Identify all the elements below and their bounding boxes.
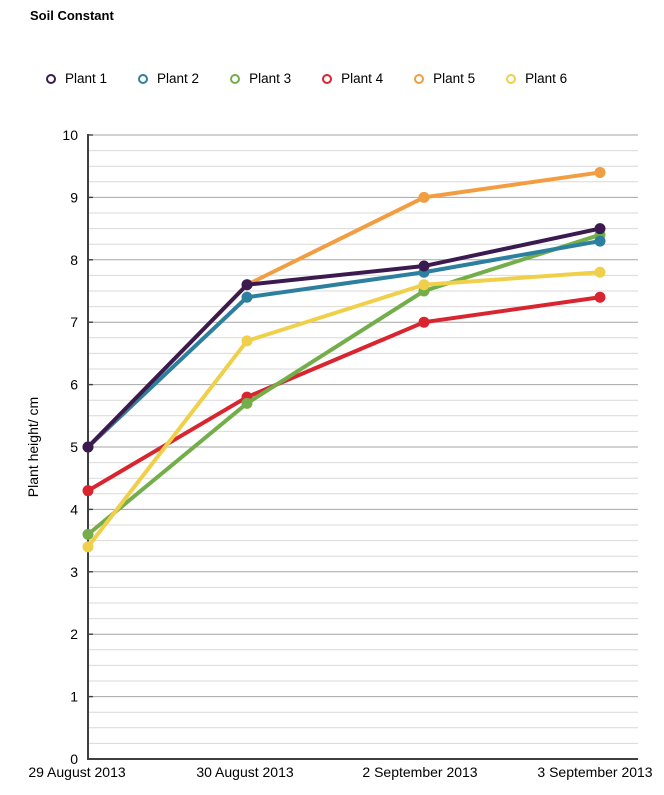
data-point-plant-1 — [418, 260, 430, 272]
data-point-plant-5 — [594, 166, 606, 178]
data-point-plant-3 — [241, 397, 253, 409]
legend-marker-icon — [322, 73, 333, 84]
data-point-plant-1 — [82, 441, 94, 453]
data-point-plant-3 — [82, 528, 94, 540]
y-tick-label: 1 — [70, 689, 78, 705]
data-point-plant-6 — [594, 266, 606, 278]
legend-item-label: Plant 1 — [65, 71, 108, 86]
legend-item-label: Plant 3 — [249, 71, 292, 86]
data-point-plant-4 — [82, 485, 94, 497]
data-point-plant-6 — [241, 335, 253, 347]
series-line-plant-2 — [86, 239, 602, 449]
data-point-plant-2 — [594, 235, 606, 247]
y-tick-label: 4 — [70, 501, 78, 517]
y-tick-label: 2 — [70, 626, 78, 642]
legend-marker-icon — [506, 73, 517, 84]
y-tick-label: 8 — [70, 252, 78, 268]
legend-marker-icon — [138, 73, 149, 84]
data-point-plant-1 — [241, 279, 253, 291]
y-tick-label: 10 — [62, 127, 78, 143]
y-tick-label: 3 — [70, 564, 78, 580]
legend-marker-icon — [230, 73, 241, 84]
y-tick-label: 9 — [70, 189, 78, 205]
data-point-plant-5 — [418, 191, 430, 203]
x-tick-label: 2 September 2013 — [362, 764, 477, 780]
chart-title: Soil Constant — [30, 8, 114, 23]
legend-item-label: Plant 2 — [157, 71, 200, 86]
legend-item-plant-1: Plant 1 — [46, 71, 107, 86]
x-tick-label: 29 August 2013 — [28, 764, 126, 780]
y-tick-label: 0 — [70, 751, 78, 767]
x-tick-label: 3 September 2013 — [537, 764, 652, 780]
legend-item-plant-3: Plant 3 — [230, 71, 291, 86]
data-point-plant-4 — [594, 291, 606, 303]
y-tick-label: 5 — [70, 439, 78, 455]
legend-marker-icon — [414, 73, 425, 84]
data-point-plant-4 — [418, 316, 430, 328]
series-line-plant-3 — [86, 232, 602, 537]
y-tick-label: 7 — [70, 314, 78, 330]
data-point-plant-2 — [241, 291, 253, 303]
data-point-plant-6 — [82, 541, 94, 553]
legend-item-plant-4: Plant 4 — [322, 71, 383, 86]
y-axis-title: Plant height/ cm — [25, 397, 41, 497]
legend-item-label: Plant 6 — [525, 71, 568, 86]
legend: Plant 1 Plant 2 Plant 3 Plant 4 Plant 5 Plant… — [46, 71, 567, 86]
series-line-plant-1 — [86, 226, 602, 449]
legend-item-label: Plant 4 — [341, 71, 384, 86]
data-point-plant-1 — [594, 223, 606, 235]
legend-item-plant-5: Plant 5 — [414, 71, 475, 86]
data-point-plant-6 — [418, 279, 430, 291]
legend-item-plant-2: Plant 2 — [138, 71, 199, 86]
x-tick-label: 30 August 2013 — [196, 764, 294, 780]
series-line-plant-6 — [86, 270, 602, 549]
legend-item-label: Plant 5 — [433, 71, 476, 86]
legend-marker-icon — [46, 73, 56, 84]
y-tick-label: 6 — [70, 377, 78, 393]
series-line-plant-4 — [86, 295, 602, 493]
legend-item-plant-6: Plant 6 — [506, 71, 567, 86]
